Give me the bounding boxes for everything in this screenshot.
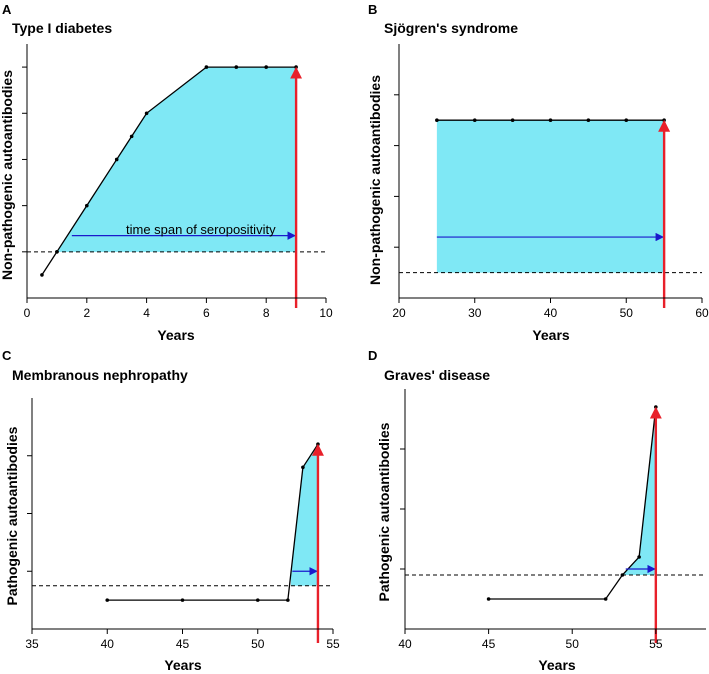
data-point	[435, 118, 439, 122]
data-point	[548, 118, 553, 122]
x-tick-label: 40	[101, 637, 115, 651]
data-point	[144, 111, 149, 116]
data-point	[662, 118, 666, 122]
panel-d: D Graves' disease 40 45 50 55 Years Pathoge…	[368, 348, 706, 673]
seropositivity-area	[436, 120, 665, 273]
x-tick-label: 10	[319, 306, 333, 320]
data-point	[510, 118, 515, 122]
panel-title: Type I diabetes	[12, 20, 112, 36]
data-point	[129, 134, 134, 139]
data-point	[40, 273, 44, 277]
series-line	[107, 443, 319, 601]
data-point	[286, 598, 290, 602]
data-point	[486, 597, 491, 601]
y-axis-label: Pathogenic autoantibodies	[4, 426, 20, 605]
y-axis-label: Non-pathogenic autoantibodies	[0, 70, 15, 280]
data-point	[85, 203, 89, 208]
x-axis-label: Years	[164, 657, 202, 673]
panel-title: Sjögren's syndrome	[384, 20, 518, 36]
seropositivity-area	[290, 444, 318, 586]
x-tick-label: 40	[544, 306, 558, 320]
series-line	[41, 66, 297, 276]
y-axis-label: Non-pathogenic autoantibodies	[367, 75, 383, 285]
plot-area: 20 30 40 50 60	[392, 44, 709, 320]
seropositivity-area	[622, 407, 656, 575]
data-point	[624, 118, 629, 122]
panel-title: Membranous nephropathy	[12, 367, 188, 383]
panel-a: A Type I diabetes 0 2 4 6 8 10 time span of s…	[0, 2, 333, 343]
x-tick-label: 55	[649, 637, 663, 651]
data-point	[105, 598, 110, 602]
plot-area: 0 2 4 6 8 10	[22, 44, 333, 320]
panel-letter: C	[2, 348, 12, 363]
x-axis-label: Years	[157, 327, 195, 343]
seropositivity-area	[56, 67, 297, 252]
data-point	[586, 118, 591, 122]
panel-letter: D	[368, 348, 377, 363]
x-tick-label: 55	[326, 637, 340, 651]
data-point	[255, 598, 260, 602]
panel-title: Graves' disease	[384, 367, 490, 383]
x-tick-label: 50	[566, 637, 580, 651]
x-tick-label: 40	[398, 637, 412, 651]
data-point	[472, 118, 477, 122]
panel-letter: A	[2, 2, 12, 17]
x-tick-label: 6	[203, 306, 210, 320]
x-tick-label: 50	[251, 637, 265, 651]
panel-letter: B	[368, 2, 377, 17]
x-tick-label: 4	[143, 306, 150, 320]
data-point	[180, 598, 185, 602]
x-axis-label: Years	[532, 327, 570, 343]
x-tick-label: 0	[24, 306, 31, 320]
data-point	[114, 157, 119, 162]
x-tick-label: 2	[83, 306, 90, 320]
panel-b: B Sjögren's syndrome 20 30 40 50 60 Years No…	[367, 2, 709, 343]
data-point	[55, 250, 59, 254]
data-point	[637, 555, 641, 559]
plot-area: 35 40 45 50 55	[25, 398, 340, 651]
data-point	[620, 573, 625, 577]
panel-c: C Membranous nephropathy 35 40 45 50 55 Year…	[2, 348, 340, 673]
data-point	[301, 465, 305, 470]
x-tick-label: 45	[482, 637, 496, 651]
x-tick-label: 45	[176, 637, 190, 651]
data-point	[654, 405, 658, 409]
x-tick-label: 20	[392, 306, 406, 320]
x-tick-label: 8	[263, 306, 270, 320]
data-point	[316, 442, 320, 447]
data-point	[234, 65, 239, 69]
x-tick-label: 50	[620, 306, 634, 320]
x-tick-label: 60	[695, 306, 709, 320]
x-tick-label: 30	[468, 306, 482, 320]
data-point	[264, 65, 269, 69]
span-annotation: time span of seropositivity	[126, 222, 276, 237]
data-point	[603, 597, 608, 601]
data-point	[204, 65, 209, 69]
x-tick-label: 35	[25, 637, 39, 651]
y-axis-label: Pathogenic autoantibodies	[376, 422, 392, 601]
x-axis-label: Years	[538, 657, 576, 673]
plot-area: 40 45 50 55	[398, 389, 706, 651]
data-point	[294, 65, 298, 69]
